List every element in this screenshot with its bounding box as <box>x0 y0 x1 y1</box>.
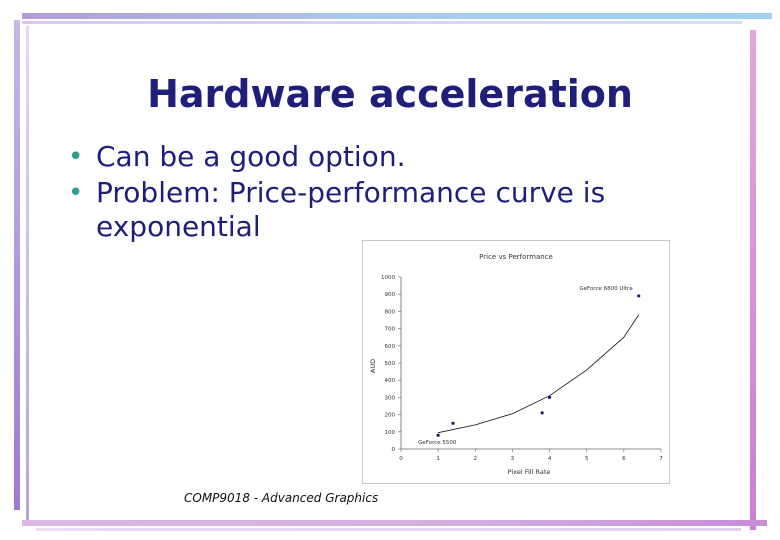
bullet-list: • Can be a good option. • Problem: Price… <box>68 140 688 246</box>
y-tick-label: 700 <box>385 327 396 333</box>
data-annotation: GeForce 6800 Ultra <box>579 286 632 292</box>
x-tick-label: 6 <box>622 456 626 462</box>
y-tick-label: 500 <box>385 361 396 367</box>
trend-curve <box>438 314 640 434</box>
top-decor-bar <box>22 13 772 19</box>
y-axis-label: AUD <box>369 359 377 373</box>
x-tick-label: 2 <box>474 456 478 462</box>
data-point <box>451 421 455 425</box>
price-performance-chart: Price vs Performance Pixel Fill Rate AUD… <box>369 253 663 476</box>
slide-title: Hardware acceleration <box>147 72 633 116</box>
chart-image: Price vs Performance Pixel Fill Rate AUD… <box>362 240 670 484</box>
bullet-marker-icon: • <box>68 178 84 208</box>
y-tick-label: 600 <box>385 344 396 350</box>
y-tick-label: 800 <box>385 309 396 315</box>
data-point <box>637 294 641 298</box>
chart-title: Price vs Performance <box>479 253 553 261</box>
y-tick-label: 300 <box>385 395 396 401</box>
data-annotation: GeForce 5500 <box>418 440 457 446</box>
bullet-marker-icon: • <box>68 142 84 172</box>
data-point <box>436 433 440 437</box>
left-decor-bar <box>14 20 20 510</box>
chart-marks: 0 100 200 300 400 500 600 700 800 900 1000 0 1 2 3 4 5 6 7… <box>381 275 663 462</box>
x-tick-label: 1 <box>436 456 440 462</box>
x-tick-label: 5 <box>585 456 589 462</box>
x-tick-label: 3 <box>511 456 515 462</box>
data-point <box>540 411 544 415</box>
bullet-item: • Can be a good option. <box>68 140 688 174</box>
y-tick-label: 200 <box>385 413 396 419</box>
x-tick-label: 7 <box>659 456 663 462</box>
y-tick-label: 0 <box>392 447 396 453</box>
data-point <box>547 395 552 399</box>
slide-footer: COMP9018 - Advanced Graphics <box>184 491 379 505</box>
left-decor-bar-thin <box>26 26 29 526</box>
y-tick-label: 900 <box>385 292 396 298</box>
bottom-decor-bar-thin <box>36 528 741 531</box>
y-tick-label: 400 <box>385 378 396 384</box>
x-tick-label: 4 <box>548 456 552 462</box>
x-axis-label: Pixel Fill Rate <box>508 468 551 476</box>
bullet-item: • Problem: Price-performance curve is ex… <box>68 176 688 244</box>
x-tick-label: 0 <box>399 456 403 462</box>
bullet-text: Problem: Price-performance curve is expo… <box>96 176 606 243</box>
bottom-decor-bar <box>22 520 767 526</box>
bullet-text: Can be a good option. <box>96 140 406 173</box>
right-decor-bar <box>750 30 756 530</box>
y-tick-label: 100 <box>385 430 396 436</box>
y-tick-label: 1000 <box>381 275 395 281</box>
top-decor-bar-thin <box>22 21 742 24</box>
